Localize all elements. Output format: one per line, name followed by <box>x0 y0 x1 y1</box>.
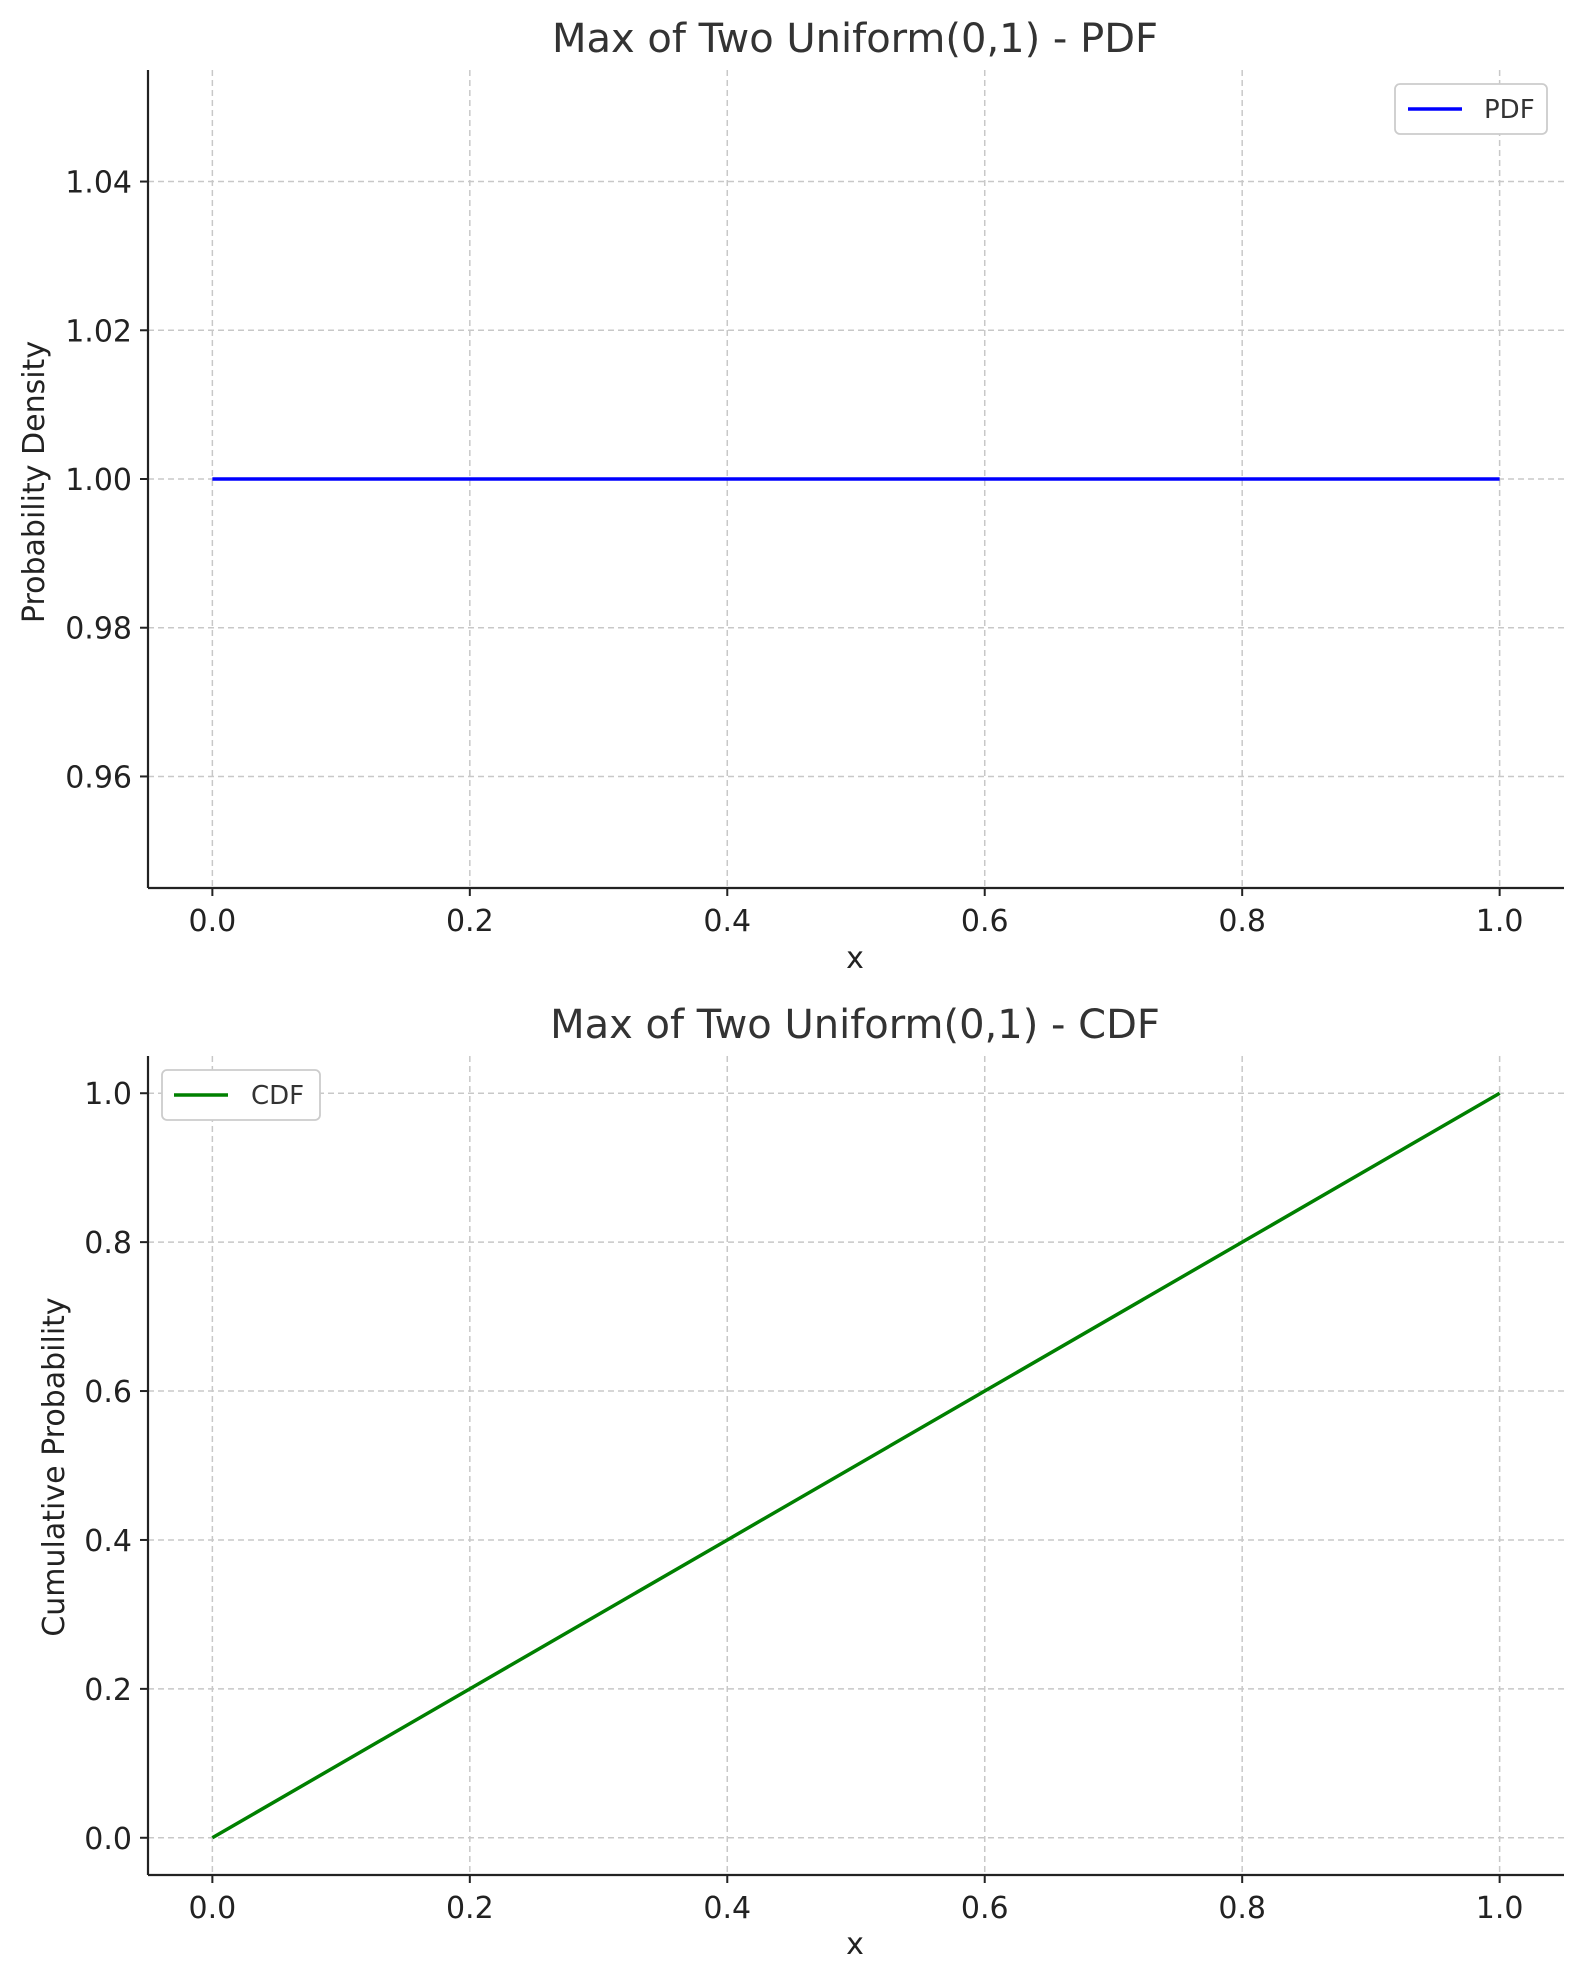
cdf-y-tick-label: 0.2 <box>84 1673 132 1708</box>
cdf-legend-label: CDF <box>251 1081 304 1111</box>
pdf-x-tick-label: 0.8 <box>1218 904 1266 939</box>
cdf-series-line <box>211 1091 1501 1840</box>
pdf-y-tick-label: 0.96 <box>65 760 132 795</box>
cdf-legend: CDF <box>161 1069 321 1121</box>
pdf-x-tick-label: 0.2 <box>446 904 494 939</box>
cdf-x-tick-label: 0.0 <box>189 1891 237 1926</box>
cdf-legend-box <box>161 1069 321 1121</box>
cdf-gridlines <box>148 1056 1564 1875</box>
cdf-y-tick-label: 0.0 <box>84 1822 132 1857</box>
cdf-axes <box>146 1056 1564 1877</box>
cdf-y-tick-label: 0.4 <box>84 1524 132 1559</box>
pdf-x-tick-label: 0.4 <box>703 904 751 939</box>
cdf-chart-title: Max of Two Uniform(0,1) - CDF <box>550 1002 1160 1048</box>
cdf-series <box>211 1091 1501 1840</box>
pdf-legend: PDF <box>1394 83 1548 135</box>
cdf-x-tick-label: 1.0 <box>1476 1891 1524 1926</box>
cdf-y-tick-label: 0.6 <box>84 1375 132 1410</box>
cdf-y-ticks: 0.0 0.2 0.4 0.6 0.8 1.0 <box>84 1077 148 1857</box>
cdf-y-tick-label: 1.0 <box>84 1077 132 1112</box>
pdf-x-tick-label: 0.0 <box>189 904 237 939</box>
cdf-x-ticks: 0.0 0.2 0.4 0.6 0.8 1.0 <box>189 1875 1524 1926</box>
pdf-chart-title: Max of Two Uniform(0,1) - PDF <box>552 16 1158 62</box>
pdf-y-ticks: 0.96 0.98 1.00 1.02 1.04 <box>65 166 148 795</box>
cdf-x-axis-label: x <box>846 1927 864 1962</box>
pdf-x-tick-label: 1.0 <box>1476 904 1524 939</box>
pdf-y-tick-label: 1.02 <box>65 314 132 349</box>
pdf-y-tick-label: 1.04 <box>65 166 132 201</box>
pdf-chart-panel: Max of Two Uniform(0,1) - PDF 0.0 0.2 0.4 0… <box>17 16 1564 976</box>
cdf-y-axis-label: Cumulative Probability <box>37 1297 72 1636</box>
pdf-y-axis-label: Probability Density <box>17 341 52 623</box>
pdf-y-tick-label: 1.00 <box>65 463 132 498</box>
cdf-x-tick-label: 0.8 <box>1218 1891 1266 1926</box>
pdf-x-axis-label: x <box>846 941 864 976</box>
pdf-y-tick-label: 0.98 <box>65 612 132 647</box>
pdf-legend-box <box>1394 83 1548 135</box>
cdf-x-tick-label: 0.2 <box>446 1891 494 1926</box>
pdf-gridlines <box>148 70 1564 888</box>
cdf-x-tick-label: 0.4 <box>703 1891 751 1926</box>
cdf-x-tick-label: 0.6 <box>961 1891 1009 1926</box>
pdf-x-tick-label: 0.6 <box>961 904 1009 939</box>
pdf-legend-label: PDF <box>1484 95 1535 125</box>
cdf-y-tick-label: 0.8 <box>84 1226 132 1261</box>
cdf-chart-panel: Max of Two Uniform(0,1) - CDF 0.0 0.2 0.4 0… <box>37 1002 1564 1962</box>
pdf-x-ticks: 0.0 0.2 0.4 0.6 0.8 1.0 <box>189 888 1524 939</box>
